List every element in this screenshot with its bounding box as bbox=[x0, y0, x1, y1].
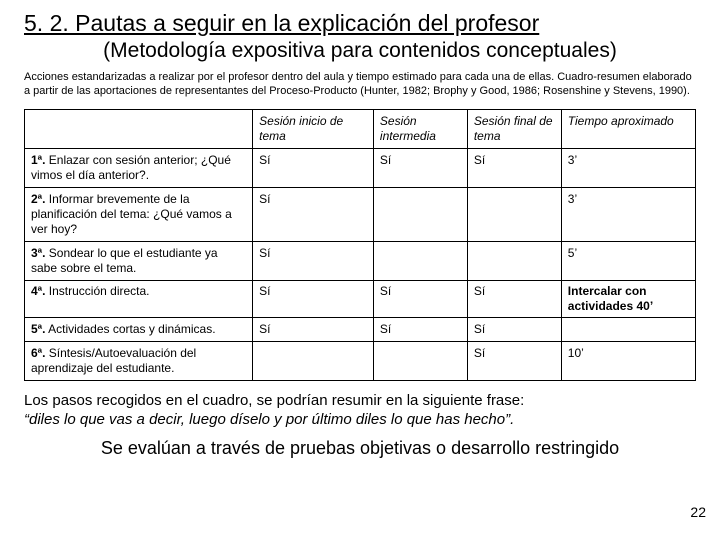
cell bbox=[467, 187, 561, 241]
row-label: 3ª. Sondear lo que el estudiante ya sabe… bbox=[25, 241, 253, 280]
cell: Sí bbox=[253, 148, 374, 187]
table-row: 3ª. Sondear lo que el estudiante ya sabe… bbox=[25, 241, 696, 280]
cell: Sí bbox=[253, 187, 374, 241]
table-row: 2ª. Informar brevemente de la planificac… bbox=[25, 187, 696, 241]
cell: Sí bbox=[467, 341, 561, 380]
cell: Sí bbox=[373, 280, 467, 317]
page-number: 22 bbox=[690, 504, 706, 520]
cell: 3’ bbox=[561, 187, 695, 241]
cell bbox=[253, 341, 374, 380]
cell: Sí bbox=[467, 148, 561, 187]
cell: Sí bbox=[467, 317, 561, 341]
row-label: 2ª. Informar brevemente de la planificac… bbox=[25, 187, 253, 241]
cell: Sí bbox=[373, 317, 467, 341]
cell bbox=[561, 317, 695, 341]
closing-paragraph: Los pasos recogidos en el cuadro, se pod… bbox=[24, 391, 696, 430]
col-final: Sesión final de tema bbox=[467, 109, 561, 148]
table-row: 4ª. Instrucción directa.SíSíSíIntercalar… bbox=[25, 280, 696, 317]
cell: 10’ bbox=[561, 341, 695, 380]
closing-line-1: Los pasos recogidos en el cuadro, se pod… bbox=[24, 392, 524, 409]
row-label: 4ª. Instrucción directa. bbox=[25, 280, 253, 317]
cell bbox=[373, 241, 467, 280]
cell: 3’ bbox=[561, 148, 695, 187]
row-label: 1ª. Enlazar con sesión anterior; ¿Qué vi… bbox=[25, 148, 253, 187]
cell: Intercalar con actividades 40’ bbox=[561, 280, 695, 317]
row-label: 6ª. Síntesis/Autoevaluación del aprendiz… bbox=[25, 341, 253, 380]
col-inicio: Sesión inicio de tema bbox=[253, 109, 374, 148]
col-inter: Sesión intermedia bbox=[373, 109, 467, 148]
cell: Sí bbox=[467, 280, 561, 317]
cell bbox=[373, 187, 467, 241]
page-subtitle: (Metodología expositiva para contenidos … bbox=[24, 39, 696, 63]
cell: Sí bbox=[253, 280, 374, 317]
row-label: 5ª. Actividades cortas y dinámicas. bbox=[25, 317, 253, 341]
table-row: 5ª. Actividades cortas y dinámicas.SíSíS… bbox=[25, 317, 696, 341]
closing-assessment: Se evalúan a través de pruebas objetivas… bbox=[24, 438, 696, 459]
page-title: 5. 2. Pautas a seguir en la explicación … bbox=[24, 10, 696, 37]
closing-line-2: “diles lo que vas a decir, luego díselo … bbox=[24, 411, 514, 428]
cell: 5’ bbox=[561, 241, 695, 280]
table-header-row: Sesión inicio de tema Sesión intermedia … bbox=[25, 109, 696, 148]
table-caption: Acciones estandarizadas a realizar por e… bbox=[24, 71, 696, 99]
cell bbox=[467, 241, 561, 280]
cell bbox=[373, 341, 467, 380]
table-row: 1ª. Enlazar con sesión anterior; ¿Qué vi… bbox=[25, 148, 696, 187]
guidelines-table: Sesión inicio de tema Sesión intermedia … bbox=[24, 109, 696, 381]
cell: Sí bbox=[253, 317, 374, 341]
table-row: 6ª. Síntesis/Autoevaluación del aprendiz… bbox=[25, 341, 696, 380]
cell: Sí bbox=[253, 241, 374, 280]
col-tiempo: Tiempo aproximado bbox=[561, 109, 695, 148]
cell: Sí bbox=[373, 148, 467, 187]
col-empty bbox=[25, 109, 253, 148]
